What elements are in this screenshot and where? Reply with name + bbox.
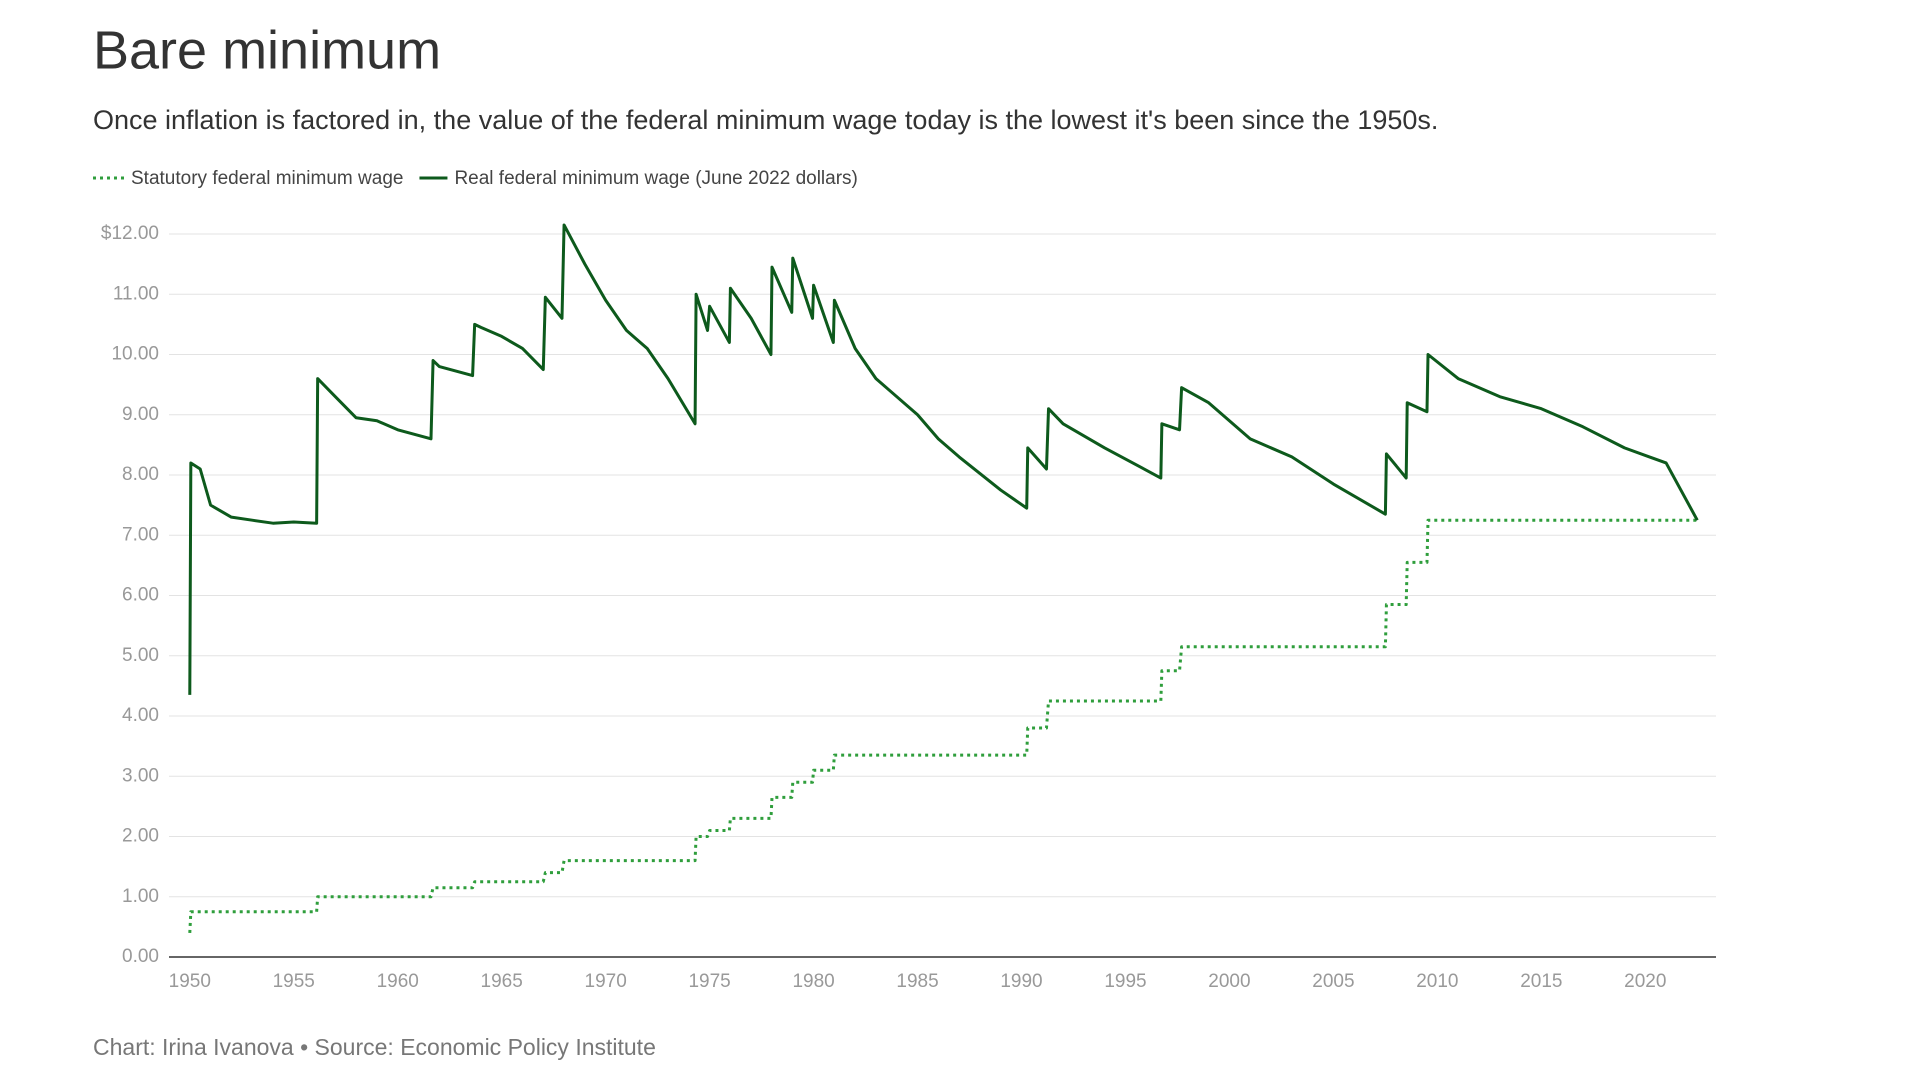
legend-label: Real federal minimum wage (June 2022 dol…: [454, 168, 857, 189]
chart-title: Bare minimum: [93, 20, 441, 80]
y-tick-label: 0.00: [122, 946, 159, 967]
x-tick-label: 2015: [1520, 971, 1562, 992]
y-tick-label: 10.00: [111, 344, 159, 365]
y-tick-label: 7.00: [122, 524, 159, 545]
x-tick-label: 1995: [1104, 971, 1146, 992]
y-tick-label: 4.00: [122, 705, 159, 726]
x-tick-label: 2005: [1312, 971, 1354, 992]
y-tick-label: 5.00: [122, 645, 159, 666]
x-tick-label: 1960: [377, 971, 419, 992]
x-tick-label: 1975: [688, 971, 730, 992]
x-tick-label: 1950: [169, 971, 211, 992]
x-tick-label: 1955: [273, 971, 315, 992]
source: Chart: Irina Ivanova • Source: Economic …: [93, 1034, 656, 1060]
y-tick-label: $12.00: [101, 223, 159, 244]
x-tick-label: 1985: [896, 971, 938, 992]
x-tick-label: 2010: [1416, 971, 1458, 992]
x-tick-label: 1970: [585, 971, 627, 992]
y-tick-label: 3.00: [122, 765, 159, 786]
x-tick-label: 1965: [481, 971, 523, 992]
y-tick-label: 8.00: [122, 464, 159, 485]
legend-label: Statutory federal minimum wage: [131, 168, 403, 189]
x-tick-label: 1990: [1000, 971, 1042, 992]
y-tick-label: 9.00: [122, 404, 159, 425]
y-tick-label: 2.00: [122, 826, 159, 847]
series-line: [188, 518, 1698, 933]
series-line: [188, 223, 1699, 695]
y-tick-label: 1.00: [122, 886, 159, 907]
y-tick-label: 11.00: [113, 283, 159, 304]
legend: Statutory federal minimum wage Real fede…: [93, 168, 858, 189]
x-tick-label: 1980: [792, 971, 834, 992]
y-tick-label: 6.00: [122, 585, 159, 606]
x-tick-label: 2020: [1624, 971, 1666, 992]
chart-subtitle: Once inflation is factored in, the value…: [93, 105, 1438, 135]
x-tick-label: 2000: [1208, 971, 1250, 992]
